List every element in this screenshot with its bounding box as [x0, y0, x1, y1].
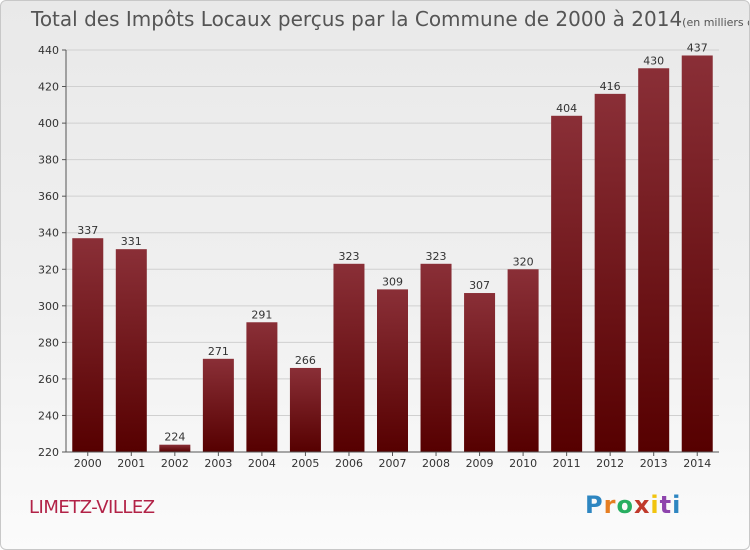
bar-value-label: 271: [208, 345, 229, 358]
y-tick-label: 400: [38, 117, 59, 130]
bar-value-label: 307: [469, 279, 490, 292]
bar: [464, 293, 496, 452]
x-axis-ticks: 2000 2001 2002 2003 2004 2005 2006 2007 2008 2009…: [74, 452, 711, 470]
bar: [289, 367, 321, 452]
bar: [72, 238, 104, 452]
y-tick-label: 360: [38, 190, 59, 203]
y-tick-label: 300: [38, 300, 59, 313]
bar: [507, 269, 539, 452]
x-tick-label: 2010: [509, 457, 537, 470]
y-axis-ticks: 220 240 260 280 300 320 340 360 380 400 420 440: [38, 44, 66, 459]
y-tick-label: 240: [38, 409, 59, 422]
logo-letter: o: [616, 491, 634, 519]
y-tick-label: 220: [38, 446, 59, 459]
bar-value-label: 309: [382, 275, 403, 288]
title-main: Total des Impôts Locaux perçus par la Co…: [31, 7, 683, 31]
y-tick-label: 380: [38, 154, 59, 167]
logo-letter: i: [672, 491, 682, 519]
y-tick-label: 260: [38, 373, 59, 386]
bar-value-label: 331: [121, 235, 142, 248]
bar-value-label: 404: [556, 102, 577, 115]
y-tick-label: 340: [38, 227, 59, 240]
y-tick-label: 320: [38, 263, 59, 276]
bar: [202, 358, 234, 452]
bar: [681, 55, 713, 453]
bar-value-label: 266: [295, 354, 316, 367]
logo-letter: t: [659, 491, 673, 519]
chart-title: Total des Impôts Locaux perçus par la Co…: [31, 7, 749, 31]
x-tick-label: 2001: [117, 457, 145, 470]
bar: [551, 115, 583, 453]
x-tick-label: 2014: [683, 457, 711, 470]
y-tick-label: 280: [38, 336, 59, 349]
bar-value-label: 320: [513, 255, 534, 268]
bar-value-label: 323: [426, 250, 447, 263]
x-tick-label: 2005: [291, 457, 319, 470]
x-tick-label: 2008: [422, 457, 450, 470]
bars: 337 331 224 271 291 266 323 309 323 307 320 404 416 4…: [72, 41, 713, 453]
bar-value-label: 224: [164, 431, 185, 444]
x-tick-label: 2003: [204, 457, 232, 470]
bar: [638, 68, 670, 452]
x-tick-label: 2000: [74, 457, 102, 470]
x-tick-label: 2004: [248, 457, 276, 470]
x-tick-label: 2006: [335, 457, 363, 470]
x-tick-label: 2012: [596, 457, 624, 470]
logo-letter: x: [633, 491, 651, 519]
y-tick-label: 440: [38, 44, 59, 57]
logo-letter: P: [585, 491, 604, 519]
bar: [246, 322, 278, 452]
x-tick-label: 2009: [466, 457, 494, 470]
x-tick-label: 2013: [640, 457, 668, 470]
bar-value-label: 291: [251, 308, 272, 321]
title-unit: (en milliers d'€): [682, 16, 749, 29]
commune-name: LIMETZ-VILLEZ: [29, 497, 155, 518]
bar: [159, 444, 191, 452]
x-tick-label: 2002: [161, 457, 189, 470]
proxiti-logo: Proxiti: [585, 491, 681, 519]
axes: [65, 50, 719, 453]
bar-value-label: 437: [687, 41, 708, 54]
bar: [115, 249, 147, 452]
bar-value-label: 337: [77, 224, 98, 237]
bar: [377, 289, 408, 452]
bar-value-label: 416: [600, 80, 621, 93]
bar-value-label: 323: [338, 250, 359, 263]
bar-value-label: 430: [643, 54, 664, 67]
logo-letter: i: [650, 491, 660, 519]
bar: [594, 93, 626, 452]
logo-letter: r: [603, 491, 617, 519]
y-tick-label: 420: [38, 81, 59, 94]
x-tick-label: 2011: [553, 457, 581, 470]
x-tick-label: 2007: [379, 457, 407, 470]
bar: [420, 263, 452, 452]
bar: [333, 263, 365, 452]
